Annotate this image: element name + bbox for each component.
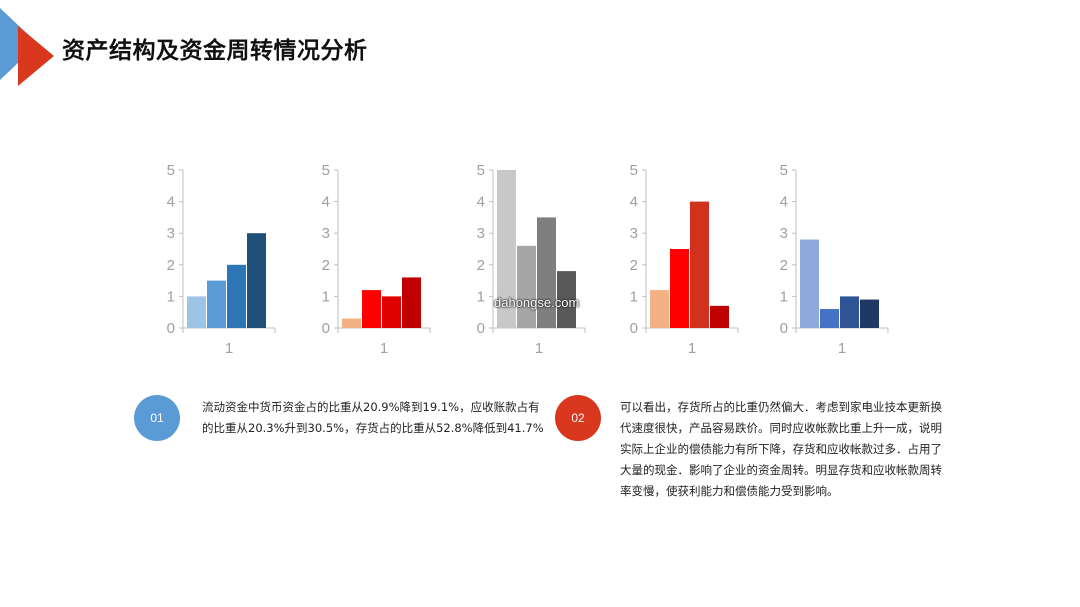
note-text-02: 可以看出，存货所占的比重仍然偏大．考虑到家电业技本更新换代速度很快，产品容易跌价…	[620, 400, 942, 498]
y-tick-label: 2	[630, 257, 638, 274]
bar-series-4	[860, 299, 879, 328]
bar-series-2	[517, 245, 536, 328]
y-tick-label: 1	[322, 288, 330, 305]
bar-series-2	[670, 249, 689, 328]
y-tick-label: 0	[780, 320, 788, 337]
y-tick-label: 0	[322, 320, 330, 337]
chart-4-svg: 0 1 2 3 4 5 1	[630, 162, 739, 357]
bar-series-2	[362, 290, 381, 328]
bar-series-1	[800, 239, 819, 328]
chart-3-svg: 0 1 2 3 4 5 1	[477, 162, 586, 357]
y-tick-label: 4	[477, 194, 485, 211]
bar-chart-4: 0 1 2 3 4 5 1	[613, 155, 763, 365]
badge-01: 01	[134, 395, 180, 441]
bar-series-1	[650, 290, 669, 328]
corner-decoration	[0, 8, 54, 86]
bar-series-2	[207, 280, 226, 328]
chart-5-svg: 0 1 2 3 4 5 1	[780, 162, 889, 357]
y-tick-label: 1	[630, 288, 638, 305]
y-tick-label: 3	[780, 225, 788, 242]
y-tick-label: 3	[477, 225, 485, 242]
bar-series-3	[840, 296, 859, 328]
bar-series-1	[187, 296, 206, 328]
bar-series-1	[342, 318, 361, 328]
page-title: 资产结构及资金周转情况分析	[62, 38, 368, 64]
bar-series-3	[227, 264, 246, 328]
y-tick-label: 5	[322, 162, 330, 179]
y-tick-label: 1	[780, 288, 788, 305]
y-tick-label: 2	[167, 257, 175, 274]
bar-chart-2: 0 1 2 3 4 5 1	[305, 155, 455, 365]
y-tick-label: 3	[322, 225, 330, 242]
y-tick-label: 4	[780, 194, 788, 211]
y-tick-label: 1	[477, 288, 485, 305]
bar-series-2	[820, 309, 839, 328]
y-tick-label: 4	[630, 194, 638, 211]
chart-1-svg: 0 1 2 3 4 5 1	[167, 162, 276, 357]
bar-chart-3: 0 1 2 3 4 5 1	[460, 155, 610, 365]
red-triangle	[18, 26, 54, 86]
x-category-label: 1	[688, 340, 696, 357]
y-tick-label: 3	[630, 225, 638, 242]
chart-2-svg: 0 1 2 3 4 5 1	[322, 162, 431, 357]
y-tick-label: 5	[630, 162, 638, 179]
y-tick-label: 2	[322, 257, 330, 274]
watermark: dahongse.com	[494, 295, 580, 310]
y-tick-label: 0	[630, 320, 638, 337]
bar-series-4	[710, 305, 729, 328]
note-text-01: 流动资金中货币资金占的比重从20.9%降到19.1%，应收账款占有的比重从20.…	[202, 400, 544, 435]
x-category-label: 1	[535, 340, 543, 357]
badge-02: 02	[555, 395, 601, 441]
y-tick-label: 0	[167, 320, 175, 337]
bar-series-1	[497, 170, 516, 328]
y-tick-label: 4	[322, 194, 330, 211]
x-category-label: 1	[225, 340, 233, 357]
bar-series-3	[537, 217, 556, 328]
bar-series-3	[690, 201, 709, 328]
y-tick-label: 2	[477, 257, 485, 274]
y-tick-label: 4	[167, 194, 175, 211]
bar-series-4	[402, 277, 421, 328]
y-tick-label: 1	[167, 288, 175, 305]
bar-chart-5: 0 1 2 3 4 5 1	[763, 155, 913, 365]
x-category-label: 1	[380, 340, 388, 357]
bar-series-4	[247, 233, 266, 328]
y-tick-label: 2	[780, 257, 788, 274]
bar-series-4	[557, 271, 576, 328]
y-tick-label: 3	[167, 225, 175, 242]
x-category-label: 1	[838, 340, 846, 357]
bar-series-3	[382, 296, 401, 328]
y-tick-label: 5	[167, 162, 175, 179]
y-tick-label: 5	[780, 162, 788, 179]
y-tick-label: 5	[477, 162, 485, 179]
y-tick-label: 0	[477, 320, 485, 337]
bar-chart-1: 0 1 2 3 4 5 1	[150, 155, 300, 365]
